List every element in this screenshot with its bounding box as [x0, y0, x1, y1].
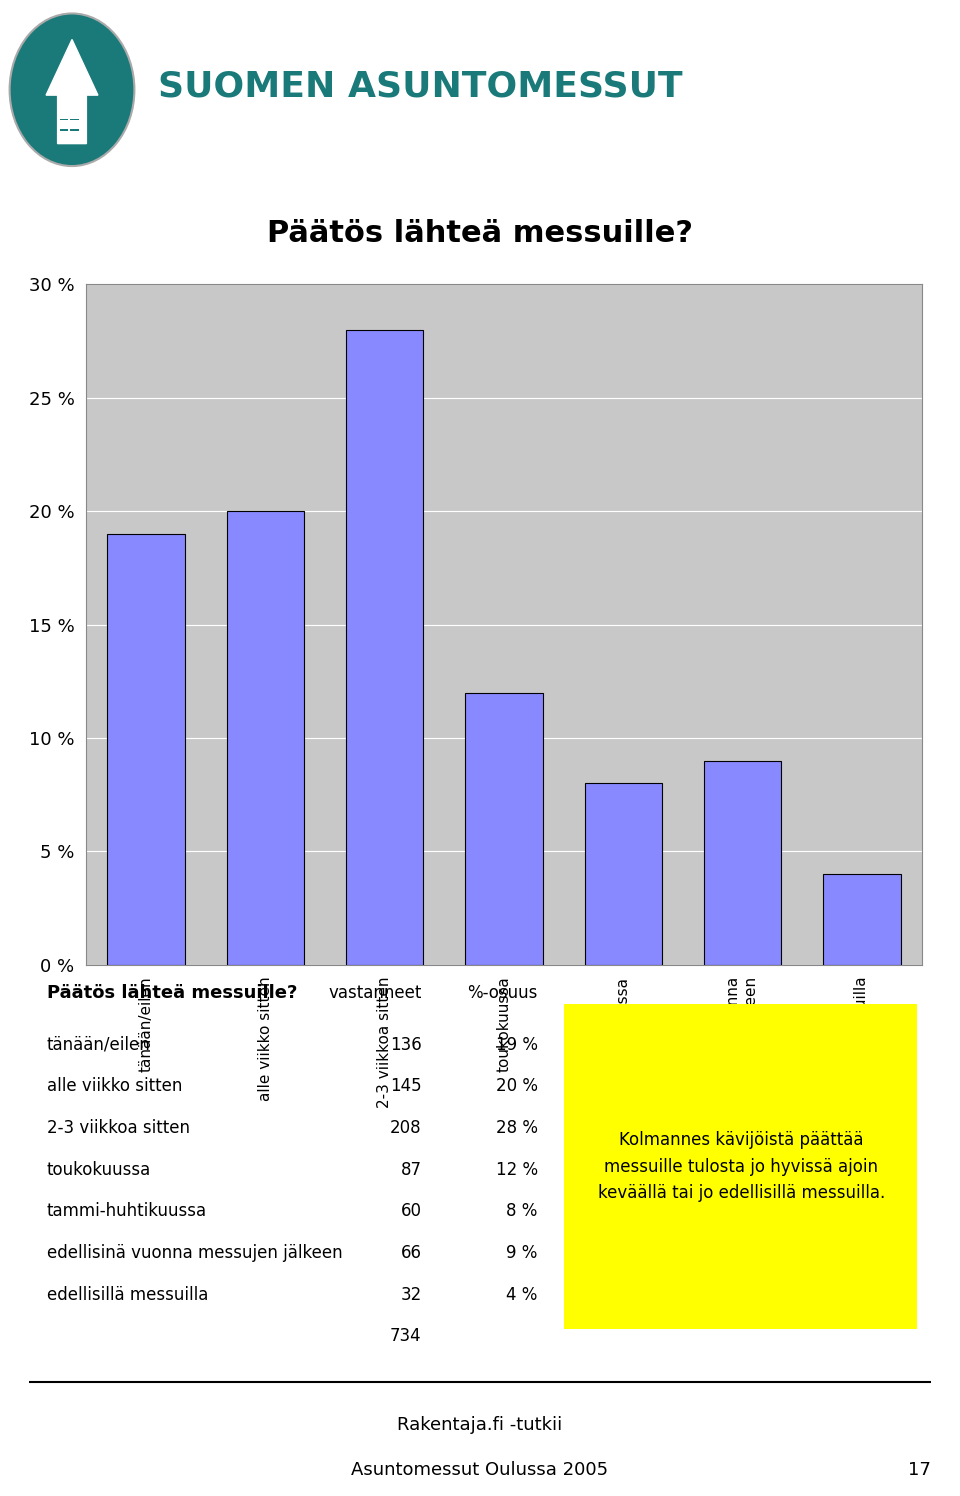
Text: 60: 60	[400, 1203, 421, 1221]
Text: Päätös lähteä messuille?: Päätös lähteä messuille?	[267, 218, 693, 247]
Text: tammi-huhtikuussa: tammi-huhtikuussa	[47, 1203, 206, 1221]
Text: 12 %: 12 %	[495, 1161, 538, 1179]
Ellipse shape	[10, 13, 134, 166]
Text: 32: 32	[400, 1285, 421, 1303]
Text: 19 %: 19 %	[495, 1035, 538, 1053]
Text: 8 %: 8 %	[506, 1203, 538, 1221]
Text: 87: 87	[400, 1161, 421, 1179]
Text: Päätös lähteä messuille?: Päätös lähteä messuille?	[47, 984, 297, 1002]
Text: 9 %: 9 %	[506, 1245, 538, 1263]
Text: 17: 17	[908, 1460, 931, 1480]
Text: 734: 734	[390, 1327, 421, 1345]
Bar	[585, 784, 662, 965]
Text: 4 %: 4 %	[506, 1285, 538, 1303]
Bar	[70, 130, 79, 132]
Text: 136: 136	[390, 1035, 421, 1053]
Text: 208: 208	[390, 1119, 421, 1137]
Text: toukokuussa: toukokuussa	[47, 1161, 151, 1179]
Text: Rakentaja.fi -tutkii: Rakentaja.fi -tutkii	[397, 1415, 563, 1433]
Text: %-osuus: %-osuus	[468, 984, 538, 1002]
Bar	[70, 118, 79, 120]
Text: SUOMEN ASUNTOMESSUT: SUOMEN ASUNTOMESSUT	[158, 69, 683, 103]
Text: 20 %: 20 %	[495, 1077, 538, 1095]
Text: 66: 66	[400, 1245, 421, 1263]
Bar	[466, 693, 542, 965]
Text: vastanneet: vastanneet	[328, 984, 421, 1002]
Text: 28 %: 28 %	[495, 1119, 538, 1137]
Bar	[227, 512, 304, 965]
Bar	[823, 874, 900, 965]
Text: alle viikko sitten: alle viikko sitten	[47, 1077, 182, 1095]
Text: 145: 145	[390, 1077, 421, 1095]
Text: edellisillä messuilla: edellisillä messuilla	[47, 1285, 208, 1303]
Text: 2-3 viikkoa sitten: 2-3 viikkoa sitten	[47, 1119, 190, 1137]
Text: Asuntomessut Oulussa 2005: Asuntomessut Oulussa 2005	[351, 1460, 609, 1480]
FancyBboxPatch shape	[564, 1004, 917, 1328]
Polygon shape	[46, 39, 98, 144]
Bar	[108, 534, 185, 965]
Text: edellisinä vuonna messujen jälkeen: edellisinä vuonna messujen jälkeen	[47, 1245, 343, 1263]
Bar	[60, 118, 68, 120]
Bar	[704, 761, 781, 965]
Bar	[346, 329, 423, 965]
Text: tänään/eilen: tänään/eilen	[47, 1035, 151, 1053]
Bar	[60, 130, 68, 132]
Text: Kolmannes kävijöistä päättää
messuille tulosta jo hyvissä ajoin
keväällä tai jo : Kolmannes kävijöistä päättää messuille t…	[598, 1131, 885, 1203]
